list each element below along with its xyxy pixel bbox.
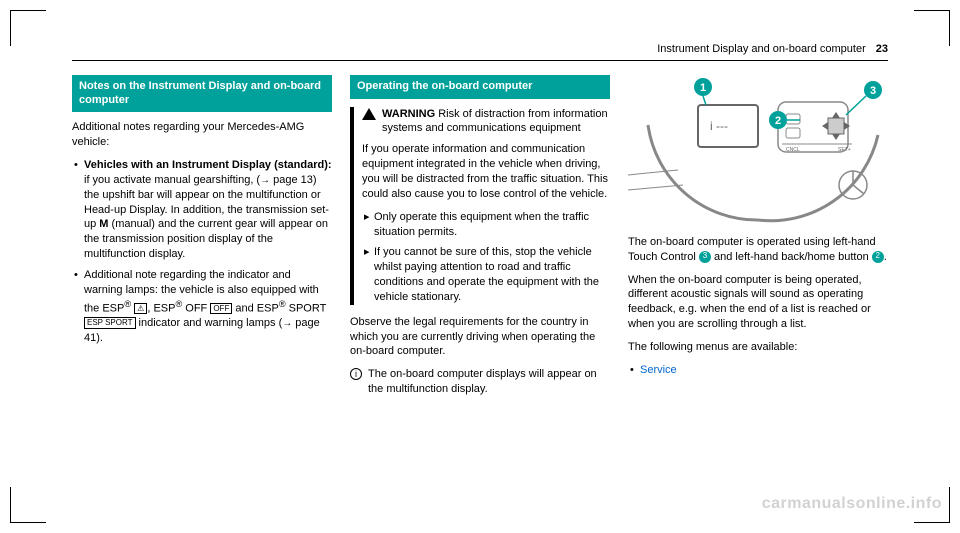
column-3: i --- CNCL <box>628 75 888 397</box>
arrow-icon <box>282 317 292 329</box>
section-heading-notes: Notes on the Instrument Display and on-b… <box>72 75 332 113</box>
callout-3-icon: 3 <box>699 251 711 263</box>
info-icon: i <box>350 368 362 380</box>
page-content: Instrument Display and on-board computer… <box>72 42 888 491</box>
svg-text:SET+: SET+ <box>838 147 851 153</box>
running-head-title: Instrument Display and on-board computer <box>657 42 866 57</box>
col3-p2: When the on-board computer is being oper… <box>628 273 888 332</box>
column-1: Notes on the Instrument Display and on-b… <box>72 75 332 397</box>
warning-body: If you operate information and communica… <box>362 142 610 201</box>
watermark: carmanualsonline.info <box>762 493 942 515</box>
col1-intro: Additional notes regarding your Mercedes… <box>72 120 332 150</box>
col1-b1-lead: Vehicles with an Instrument Display (sta… <box>84 159 332 171</box>
col1-bullet-2: Additional note regarding the indicator … <box>72 268 332 346</box>
warning-action-2: If you cannot be sure of this, stop the … <box>362 245 610 304</box>
warning-title: WARNING Risk of distraction from informa… <box>382 107 610 137</box>
legal-note: Observe the legal requirements for the c… <box>350 315 610 360</box>
info-note: i The on-board computer displays will ap… <box>350 367 610 397</box>
menu-item-service: Service <box>628 363 888 378</box>
svg-text:1: 1 <box>700 82 706 94</box>
svg-text:3: 3 <box>870 85 876 97</box>
warning-triangle-icon <box>362 108 376 120</box>
svg-text:2: 2 <box>775 115 781 127</box>
column-2: Operating the on-board computer WARNING … <box>350 75 610 397</box>
svg-text:i ---: i --- <box>710 119 728 133</box>
col3-menu-list: Service <box>628 363 888 378</box>
col3-p3: The following menus are available: <box>628 340 888 355</box>
warning-box: WARNING Risk of distraction from informa… <box>350 107 610 305</box>
col1-bullet-list: Vehicles with an Instrument Display (sta… <box>72 158 332 346</box>
warning-header: WARNING Risk of distraction from informa… <box>362 107 610 137</box>
callout-2-icon: 2 <box>872 251 884 263</box>
corner-mark-tr <box>914 10 950 46</box>
column-container: Notes on the Instrument Display and on-b… <box>72 75 888 397</box>
running-head-page: 23 <box>876 42 888 57</box>
running-head: Instrument Display and on-board computer… <box>72 42 888 61</box>
section-heading-operating: Operating the on-board computer <box>350 75 610 99</box>
col3-p1: The on-board computer is operated using … <box>628 235 888 265</box>
col1-bullet-1: Vehicles with an Instrument Display (sta… <box>72 158 332 262</box>
arrow-icon <box>260 174 270 186</box>
esp-sport-icon: ESP SPORT <box>84 317 136 329</box>
corner-mark-tl <box>10 10 46 46</box>
info-text: The on-board computer displays will appe… <box>368 367 610 397</box>
steering-wheel-illustration: i --- CNCL <box>628 75 888 225</box>
esp-icon: ⚠ <box>134 303 147 315</box>
warning-action-1: Only operate this equipment when the tra… <box>362 210 610 240</box>
warning-action-list: Only operate this equipment when the tra… <box>362 210 610 305</box>
esp-off-icon: OFF <box>210 303 232 315</box>
corner-mark-bl <box>10 487 46 523</box>
svg-text:CNCL: CNCL <box>786 147 800 153</box>
